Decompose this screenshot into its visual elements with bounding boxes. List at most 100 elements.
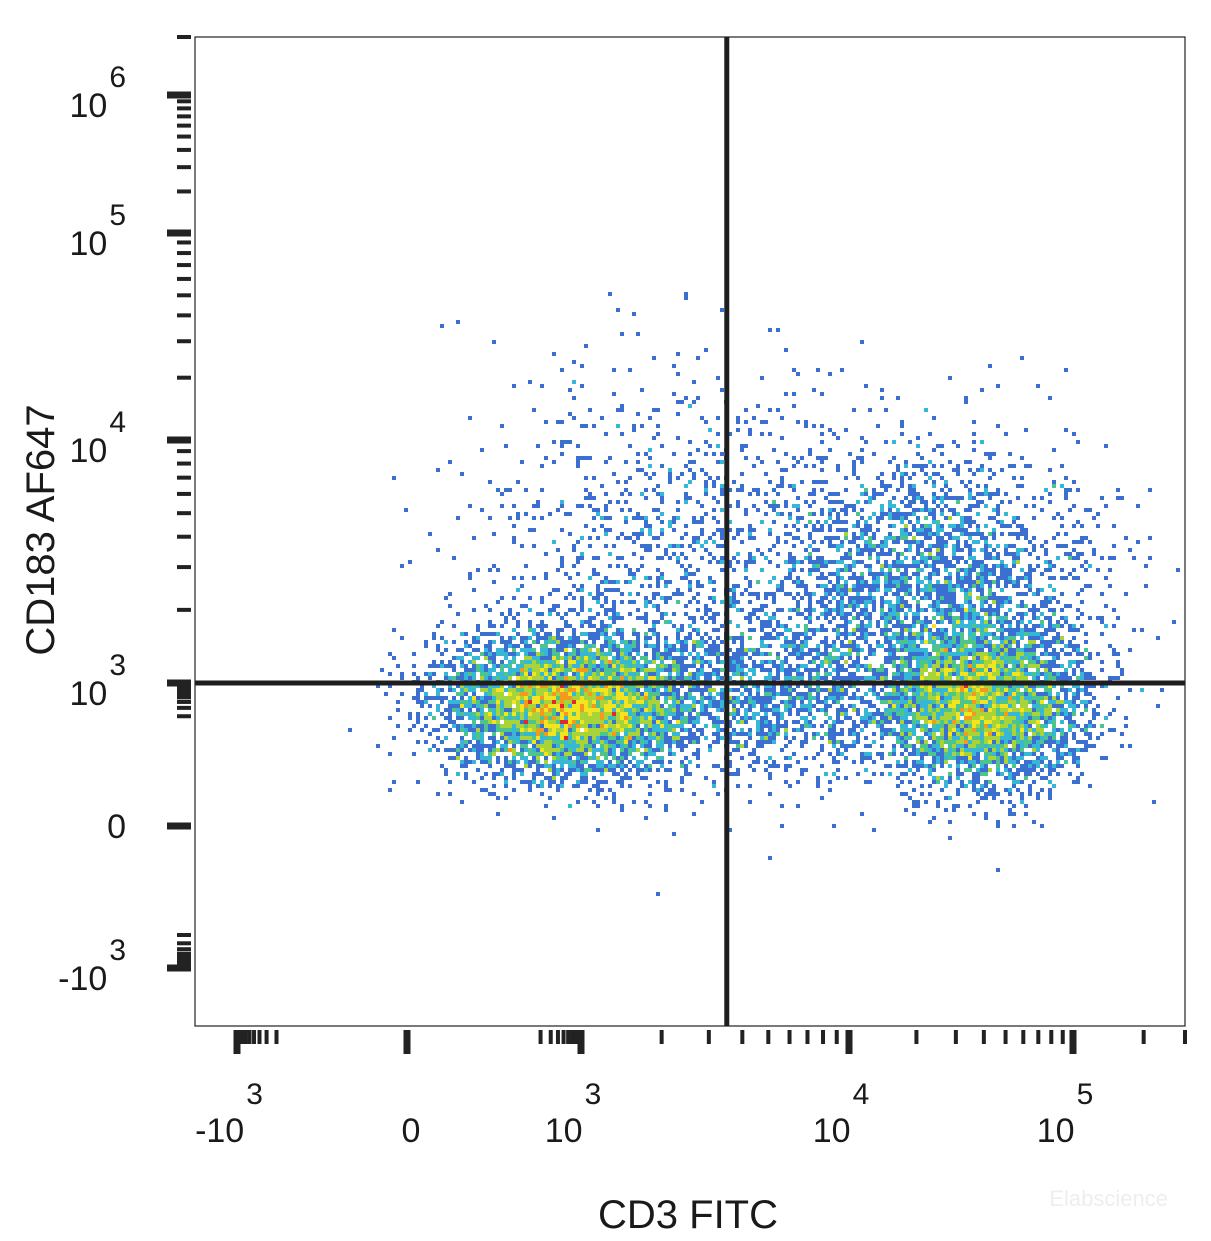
density-cell — [900, 528, 904, 532]
density-cell — [680, 740, 684, 744]
density-cell — [952, 640, 956, 644]
density-cell — [600, 732, 604, 736]
density-cell — [640, 684, 644, 688]
density-cell — [556, 656, 560, 660]
density-cell — [1076, 644, 1080, 648]
density-cell — [576, 748, 580, 752]
density-cell — [1012, 660, 1016, 664]
density-cell — [564, 624, 568, 628]
density-cell — [584, 676, 588, 680]
density-cell — [624, 724, 628, 728]
density-cell — [524, 688, 528, 692]
density-cell — [1032, 628, 1036, 632]
density-cell — [1020, 708, 1024, 712]
density-cell — [844, 584, 848, 588]
density-cell — [900, 516, 904, 520]
density-cell — [504, 672, 508, 676]
density-cell — [452, 656, 456, 660]
density-cell — [948, 572, 952, 576]
density-cell — [908, 696, 912, 700]
density-cell — [1024, 736, 1028, 740]
density-cell — [960, 480, 964, 484]
density-cell — [636, 672, 640, 676]
density-cell — [640, 492, 644, 496]
density-cell — [828, 600, 832, 604]
density-cell — [1008, 640, 1012, 644]
density-cell — [1000, 760, 1004, 764]
density-cell — [964, 688, 968, 692]
density-cell — [920, 624, 924, 628]
density-cell — [580, 652, 584, 656]
density-cell — [512, 696, 516, 700]
density-cell — [752, 556, 756, 560]
density-cell — [872, 536, 876, 540]
density-cell — [496, 632, 500, 636]
density-cell — [928, 584, 932, 588]
density-cell — [500, 696, 504, 700]
density-cell — [944, 480, 948, 484]
density-cell — [560, 748, 564, 752]
density-cell — [628, 760, 632, 764]
density-cell — [976, 616, 980, 620]
density-cell — [560, 644, 564, 648]
density-cell — [440, 664, 444, 668]
density-cell — [1100, 668, 1104, 672]
density-cell — [944, 640, 948, 644]
density-cell — [1012, 560, 1016, 564]
density-cell — [936, 684, 940, 688]
density-cell — [904, 708, 908, 712]
density-cell — [976, 732, 980, 736]
density-cell — [864, 624, 868, 628]
density-cell — [952, 672, 956, 676]
density-cell — [852, 584, 856, 588]
density-cell — [544, 632, 548, 636]
density-cell — [956, 692, 960, 696]
density-cell — [488, 688, 492, 692]
density-cell — [920, 704, 924, 708]
density-cell — [1076, 692, 1080, 696]
density-cell — [596, 656, 600, 660]
density-cell — [1068, 752, 1072, 756]
density-cell — [948, 644, 952, 648]
density-cell — [880, 484, 884, 488]
density-cell — [532, 728, 536, 732]
density-cell — [876, 708, 880, 712]
density-cell — [548, 780, 552, 784]
density-cell — [812, 564, 816, 568]
density-cell — [536, 772, 540, 776]
density-cell — [940, 704, 944, 708]
density-cell — [1044, 664, 1048, 668]
density-cell — [908, 512, 912, 516]
density-cell — [928, 532, 932, 536]
density-cell — [1004, 768, 1008, 772]
density-cell — [1036, 668, 1040, 672]
density-cell — [628, 708, 632, 712]
density-cell — [632, 688, 636, 692]
density-cell — [624, 672, 628, 676]
density-cell — [760, 636, 764, 640]
density-cell — [448, 700, 452, 704]
density-cell — [968, 748, 972, 752]
density-cell — [932, 704, 936, 708]
density-cell — [820, 468, 824, 472]
density-cell — [936, 628, 940, 632]
density-cell — [872, 760, 876, 764]
density-cell — [704, 652, 708, 656]
density-cell — [616, 732, 620, 736]
density-cell — [996, 704, 1000, 708]
density-cell — [980, 608, 984, 612]
density-cell — [436, 704, 440, 708]
density-cell — [552, 704, 556, 708]
density-cell — [644, 728, 648, 732]
density-cell — [924, 660, 928, 664]
density-cell — [984, 732, 988, 736]
density-cell — [512, 688, 516, 692]
density-cell — [892, 728, 896, 732]
density-cell — [808, 572, 812, 576]
density-cell — [788, 516, 792, 520]
density-cell — [832, 644, 836, 648]
density-cell — [464, 664, 468, 668]
density-cell — [856, 552, 860, 556]
density-cell — [1104, 576, 1108, 580]
density-cell — [576, 732, 580, 736]
